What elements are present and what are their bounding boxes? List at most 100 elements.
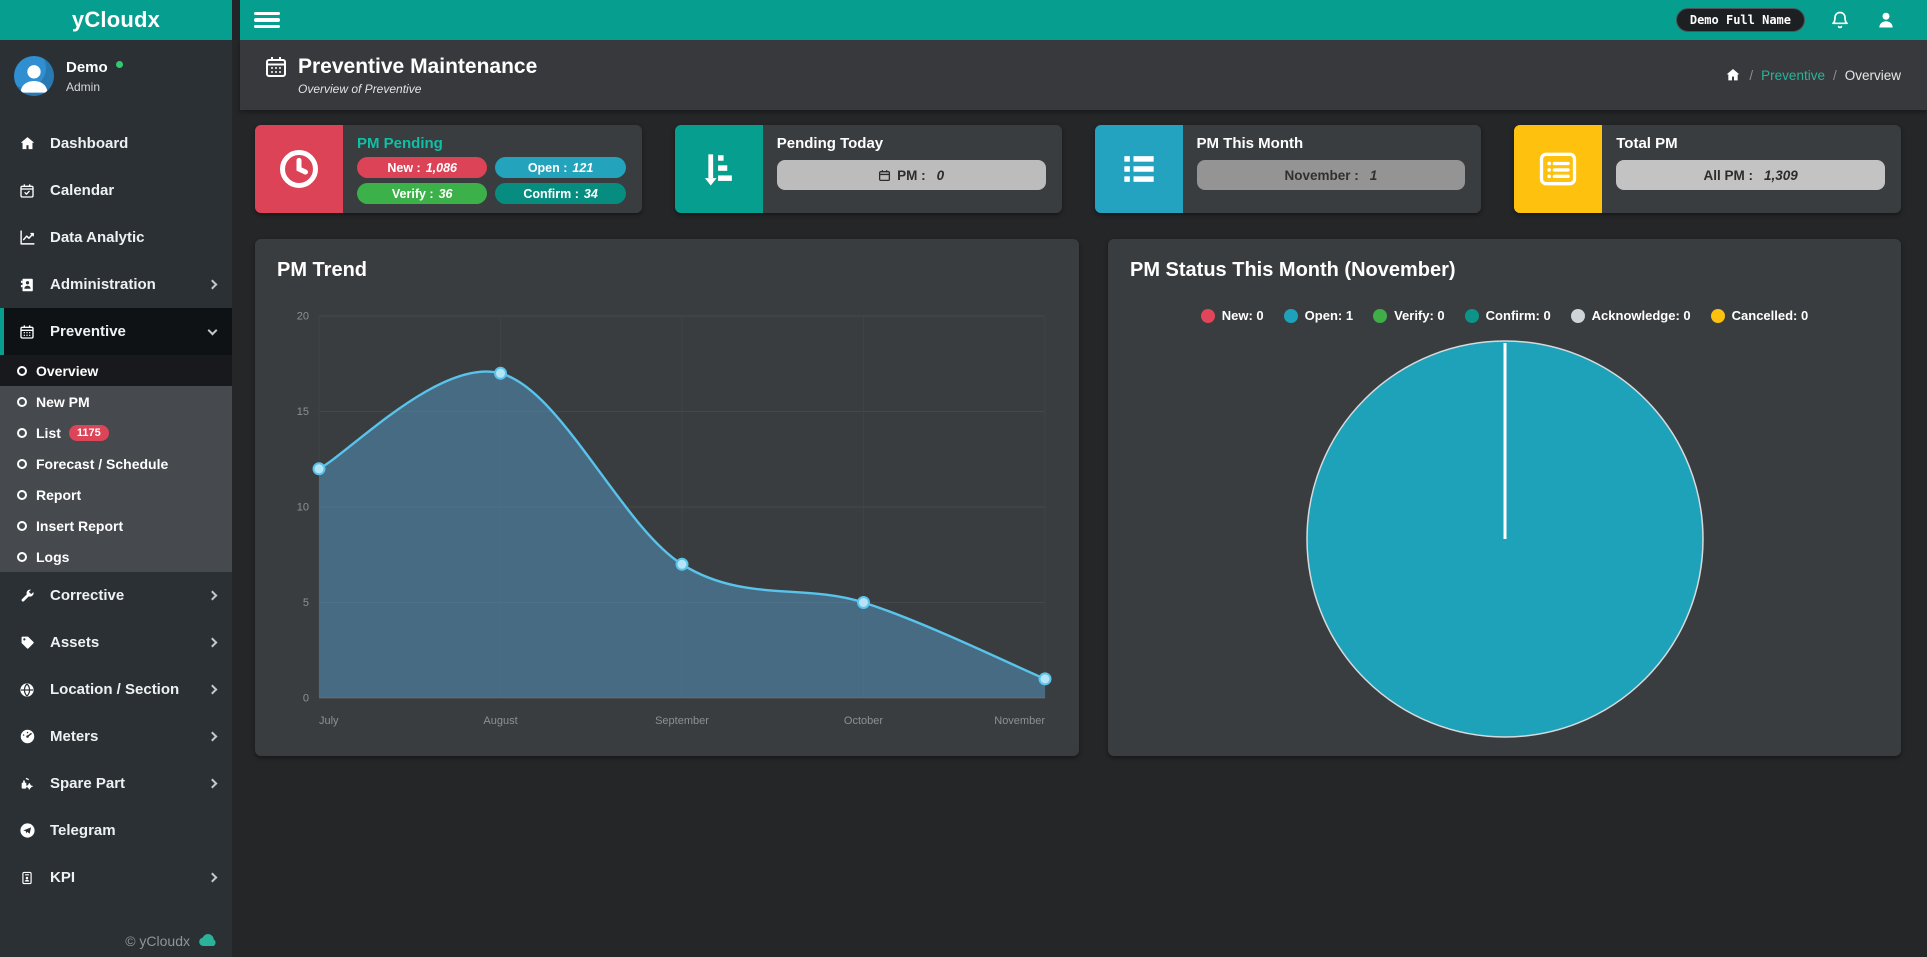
pill-value: 1,086 [425,160,457,175]
sidebar-item-telegram[interactable]: Telegram [0,807,232,854]
pill-label: PM : [897,167,926,183]
submenu-item-label: Forecast / Schedule [36,455,169,472]
submenu-item-list[interactable]: List 1175 [0,417,232,448]
submenu-item-label: New PM [36,393,90,410]
submenu-item-insert-report[interactable]: Insert Report [0,510,232,541]
legend-item-confirm[interactable]: Confirm: 0 [1464,308,1551,323]
submenu-item-label: Insert Report [36,517,124,534]
legend-dot [1283,308,1298,323]
chevron-right-icon [207,731,218,742]
sidebar-item-label: Meters [50,728,99,745]
trend-point-July [312,462,326,476]
sidebar-item-corrective[interactable]: Corrective [0,572,232,619]
pill-open: Open : 121 [495,157,626,178]
legend-label: Verify: 0 [1394,308,1445,323]
user-icon[interactable] [1875,9,1897,31]
svg-text:15: 15 [297,406,309,418]
submenu-item-forecast-schedule[interactable]: Forecast / Schedule [0,448,232,479]
pm-status-title: PM Status This Month (November) [1130,259,1456,281]
gauge-icon [18,728,36,746]
card-pending-today: Pending Today PM : 0 [674,125,1062,213]
submenu-item-label: List [36,424,61,441]
stat-cards-row: PM Pending New : 1,086 Open : 121 Verify… [240,110,1927,213]
sidebar-item-spare-part[interactable]: Spare Part [0,760,232,807]
breadcrumb-preventive[interactable]: Preventive [1761,67,1825,83]
user-fullname-badge[interactable]: Demo Full Name [1675,8,1805,32]
submenu-item-label: Logs [36,548,70,565]
avatar[interactable] [14,56,54,96]
sidebar-item-assets[interactable]: Assets [0,619,232,666]
trend-line [318,370,1046,681]
chevron-right-icon [207,637,218,648]
spare-part-icon [18,775,36,793]
submenu-item-logs[interactable]: Logs [0,541,232,572]
legend-item-verify[interactable]: Verify: 0 [1373,308,1445,323]
list-alt-icon [1514,125,1603,213]
legend-item-new[interactable]: New: 0 [1200,308,1264,323]
trend-area [319,371,1045,698]
circle-bullet-icon [17,489,27,500]
svg-text:July: July [319,715,339,727]
legend-item-open[interactable]: Open: 1 [1283,308,1354,323]
user-name: Demo [66,58,108,76]
sidebar-item-label: Corrective [50,587,125,604]
sidebar: Demo Admin Dashboard Calendar [0,40,232,957]
pm-trend-chart[interactable]: 0 5 10 15 20 July August September October Novemb… [277,296,1057,751]
pie-chart-svg [1305,340,1704,738]
legend-item-acknowledge[interactable]: Acknowledge: 0 [1570,308,1691,323]
address-book-icon [18,276,36,294]
user-role: Admin [66,79,101,94]
preventive-submenu: Overview New PM List 1175 Forecast / Sch… [0,355,232,572]
submenu-item-report[interactable]: Report [0,479,232,510]
breadcrumb-overview: Overview [1844,67,1901,83]
circle-bullet-icon [17,396,27,407]
card-pm-pending: PM Pending New : 1,086 Open : 121 Verify… [255,125,642,213]
sidebar-item-preventive[interactable]: Preventive [0,308,232,355]
trend-point-August [494,366,507,380]
chevron-down-icon [207,325,218,335]
topbar-main: Demo Full Name [240,0,1927,40]
list-count-badge: 1175 [68,424,109,441]
pending-today-pill: PM : 0 [776,160,1046,190]
pie-chart[interactable] [1303,337,1707,746]
sidebar-item-data-analytic[interactable]: Data Analytic [0,214,232,261]
pill-label: November : [1284,167,1359,183]
home-icon[interactable] [1725,67,1741,83]
legend-label: Open: 1 [1304,308,1354,323]
sidebar-item-dashboard[interactable]: Dashboard [0,120,232,167]
chevron-right-icon [207,872,218,883]
card-body: Pending Today PM : 0 [763,125,1062,213]
svg-text:September: September [655,715,709,727]
pill-confirm: Confirm : 34 [495,183,626,204]
app-logo[interactable]: yCloudx [71,7,161,32]
calendar-icon [879,169,891,181]
topbar: yCloudx Demo Full Name [0,0,1927,40]
submenu-item-overview[interactable]: Overview [0,355,232,386]
telegram-icon [18,822,36,840]
sidebar-item-calendar[interactable]: Calendar [0,167,232,214]
pm-this-month-pill: November : 1 [1196,160,1466,190]
submenu-item-new-pm[interactable]: New PM [0,386,232,417]
legend-label: Confirm: 0 [1485,308,1551,323]
circle-bullet-icon [17,458,27,469]
svg-text:20: 20 [297,311,309,323]
pill-label: Open : [527,160,568,175]
sidebar-toggle-icon[interactable] [254,10,280,30]
online-status-dot [115,60,123,68]
pie-legend[interactable]: New: 0 Open: 1 Verify: 0 Confirm: 0 Acknowle… [1200,308,1808,323]
card-title: Pending Today [776,135,884,152]
legend-dot [1200,308,1215,323]
chart-line-icon [18,229,36,247]
sidebar-item-label: Preventive [50,323,126,340]
card-title: Total PM [1616,135,1678,152]
sidebar-item-location-section[interactable]: Location / Section [0,666,232,713]
submenu-item-label: Overview [36,362,99,379]
sidebar-user-panel: Demo Admin [0,40,232,114]
sidebar-item-kpi[interactable]: KPI [0,854,232,901]
breadcrumb-separator: / [1749,67,1754,83]
legend-item-cancelled[interactable]: Cancelled: 0 [1710,308,1808,323]
bell-icon[interactable] [1829,9,1851,31]
sidebar-item-administration[interactable]: Administration [0,261,232,308]
sidebar-item-meters[interactable]: Meters [0,713,232,760]
clock-icon [255,125,343,213]
